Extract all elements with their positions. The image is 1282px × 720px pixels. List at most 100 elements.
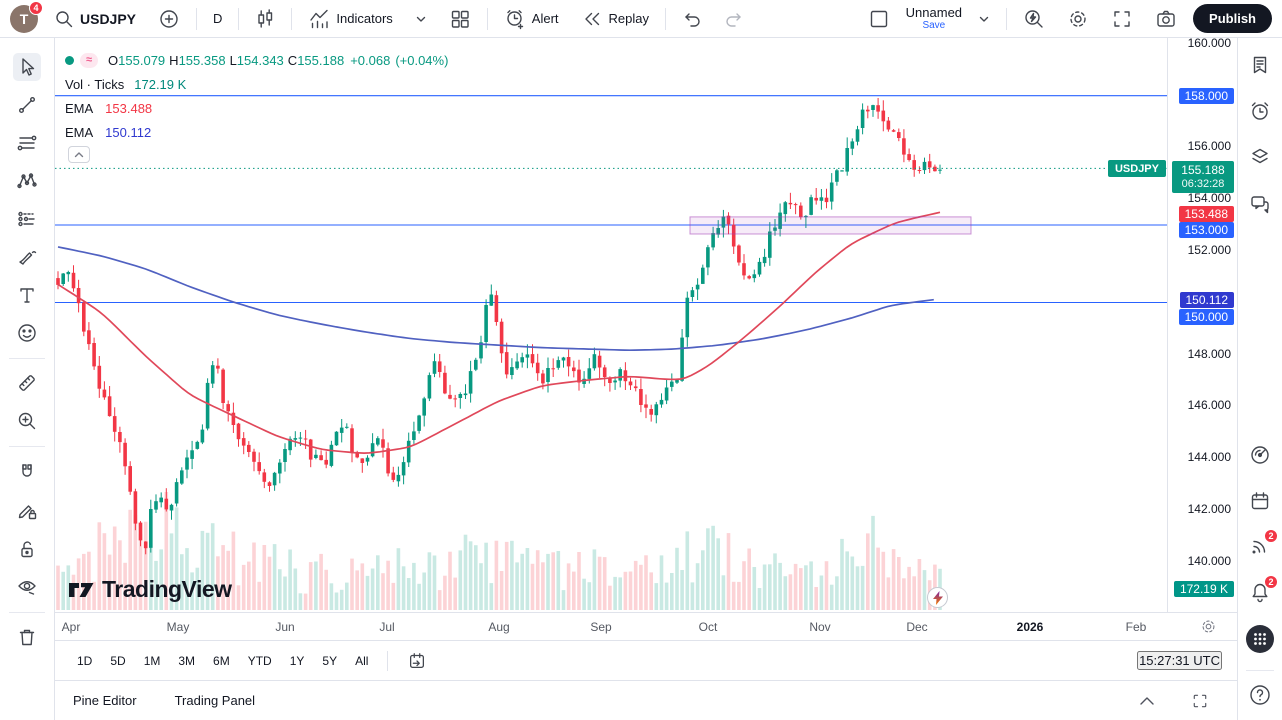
drawing-lock-tool-button[interactable] bbox=[13, 496, 41, 524]
calendar-button[interactable] bbox=[1246, 487, 1274, 515]
fullscreen-icon bbox=[1114, 10, 1130, 27]
toolbar-separator bbox=[196, 7, 198, 30]
text-tool-button[interactable] bbox=[13, 281, 41, 309]
streams-button[interactable]: 2 bbox=[1246, 529, 1278, 560]
hide-drawings-tool-button[interactable] bbox=[13, 573, 41, 601]
redo-button[interactable] bbox=[718, 6, 750, 32]
interval-button[interactable]: D bbox=[207, 7, 228, 30]
measure-tool-button[interactable] bbox=[13, 369, 41, 397]
time-axis-label: Aug bbox=[488, 620, 510, 634]
range-button-1m[interactable]: 1M bbox=[137, 649, 168, 673]
time-axis-label: May bbox=[166, 620, 190, 634]
layout-templates-button[interactable] bbox=[443, 4, 477, 34]
go-to-date-button[interactable] bbox=[400, 646, 434, 676]
alerts-button[interactable] bbox=[1246, 97, 1274, 125]
zoom-in-tool-button[interactable] bbox=[13, 407, 41, 435]
replay-button[interactable]: Replay bbox=[575, 4, 655, 34]
magnet-tool-button[interactable] bbox=[13, 458, 41, 486]
right-sidebar: 2 2 bbox=[1237, 38, 1282, 720]
brush-icon bbox=[19, 251, 37, 265]
layout-square-icon bbox=[870, 10, 887, 27]
change-value: +0.068 bbox=[350, 52, 391, 68]
symbol-search-button[interactable]: USDJPY bbox=[48, 5, 142, 33]
range-button-6m[interactable]: 6M bbox=[206, 649, 237, 673]
approx-data-badge: ≈ bbox=[80, 52, 99, 68]
range-button-all[interactable]: All bbox=[348, 649, 375, 673]
cursor-tool-button[interactable] bbox=[13, 53, 41, 81]
lock-all-tool-button[interactable] bbox=[13, 535, 41, 563]
range-button-3m[interactable]: 3M bbox=[171, 649, 202, 673]
quick-search-button[interactable] bbox=[1017, 4, 1051, 34]
text-icon bbox=[20, 288, 34, 303]
range-button-5y[interactable]: 5Y bbox=[315, 649, 344, 673]
indicators-dropdown-chevron[interactable] bbox=[409, 9, 433, 29]
price-axis-label: 142.000 bbox=[1187, 502, 1231, 516]
range-button-ytd[interactable]: YTD bbox=[241, 649, 279, 673]
last-price-value: 155.188 bbox=[1181, 163, 1225, 177]
boost-flash-button[interactable] bbox=[927, 587, 948, 608]
watchlist-button[interactable] bbox=[1246, 51, 1274, 79]
clock-utc[interactable]: 15:27:31 UTC bbox=[1137, 651, 1222, 670]
range-button-1y[interactable]: 1Y bbox=[283, 649, 312, 673]
undo-button[interactable] bbox=[676, 6, 708, 32]
range-button-5d[interactable]: 5D bbox=[103, 649, 132, 673]
user-avatar[interactable]: T 4 bbox=[10, 0, 43, 33]
replay-label: Replay bbox=[608, 11, 649, 26]
object-tree-button[interactable] bbox=[1246, 143, 1274, 171]
screener-button[interactable] bbox=[1246, 441, 1274, 469]
layout-select-button[interactable] bbox=[862, 4, 896, 34]
trend-line-tool-button[interactable] bbox=[13, 91, 41, 119]
settings-button[interactable] bbox=[1061, 4, 1095, 34]
publish-button[interactable]: Publish bbox=[1193, 4, 1272, 33]
brush-tool-button[interactable] bbox=[13, 243, 41, 271]
avatar-letter: T bbox=[19, 10, 29, 27]
pattern-tool-button[interactable] bbox=[13, 167, 41, 195]
indicators-label: Indicators bbox=[336, 11, 393, 26]
fib-tool-button[interactable] bbox=[13, 129, 41, 157]
layout-name-save[interactable]: Unnamed Save bbox=[906, 5, 962, 32]
legend-ohlc-row[interactable]: ≈ O155.079 H155.358 L154.343 C155.188 +0.068… bbox=[65, 48, 448, 72]
expand-panel-button[interactable] bbox=[1133, 692, 1161, 710]
indicators-button[interactable]: Indicators bbox=[302, 4, 398, 34]
layout-dropdown-chevron[interactable] bbox=[972, 9, 996, 29]
notifications-button[interactable]: 2 bbox=[1246, 575, 1278, 606]
fullscreen-button[interactable] bbox=[1105, 4, 1139, 34]
streams-badge: 2 bbox=[1264, 529, 1278, 543]
axis-settings-button[interactable] bbox=[1200, 618, 1217, 635]
range-button-1d[interactable]: 1D bbox=[70, 649, 99, 673]
price-axis-label: 150.000 bbox=[1178, 309, 1234, 325]
compare-add-symbol-button[interactable] bbox=[152, 4, 186, 34]
maximize-icon bbox=[1193, 694, 1207, 707]
prediction-tool-button[interactable] bbox=[13, 205, 41, 233]
chart-canvas[interactable]: ≈ O155.079 H155.358 L154.343 C155.188 +0.068… bbox=[55, 38, 1167, 612]
notifications-bell-icon bbox=[1252, 583, 1268, 603]
top-toolbar: T 4 USDJPY D Indicators bbox=[0, 0, 1282, 38]
tab-trading-panel[interactable]: Trading Panel bbox=[174, 693, 256, 708]
remove-drawings-button[interactable] bbox=[13, 623, 41, 651]
legend-ema-row[interactable]: EMA 150.112 bbox=[65, 120, 448, 144]
help-button[interactable] bbox=[1246, 681, 1274, 709]
legend-volume-row[interactable]: Vol · Ticks 172.19 K bbox=[65, 72, 448, 96]
chat-button[interactable] bbox=[1246, 190, 1274, 218]
price-axis[interactable]: 155.188 06:32:28 160.000 158.000 156.000 15… bbox=[1167, 36, 1237, 612]
chevron-down-icon bbox=[979, 16, 989, 22]
alert-button[interactable]: Alert bbox=[498, 4, 565, 34]
go-to-date-icon bbox=[410, 652, 425, 668]
ohlc-value: 155.079 bbox=[118, 52, 166, 68]
ohlc-value: 154.343 bbox=[236, 52, 284, 68]
maximize-panel-button[interactable] bbox=[1185, 688, 1215, 714]
emoji-tool-button[interactable] bbox=[13, 319, 41, 347]
price-axis-label: 152.000 bbox=[1187, 243, 1231, 257]
streams-icon bbox=[1252, 540, 1266, 554]
save-link[interactable]: Save bbox=[922, 20, 946, 32]
chart-style-button[interactable] bbox=[249, 4, 281, 34]
toolbar-divider bbox=[387, 650, 389, 671]
redo-icon bbox=[726, 12, 741, 27]
tab-pine-editor[interactable]: Pine Editor bbox=[73, 693, 137, 708]
time-axis[interactable]: Apr May Jun Jul Aug Sep Oct Nov Dec 2026 Feb bbox=[55, 612, 1237, 640]
legend-ema-row[interactable]: EMA 153.488 bbox=[65, 96, 448, 120]
legend-collapse-button[interactable] bbox=[68, 146, 90, 163]
ohlc-key: C bbox=[287, 52, 298, 68]
apps-grid-button[interactable] bbox=[1246, 625, 1274, 653]
snapshot-button[interactable] bbox=[1149, 4, 1183, 34]
